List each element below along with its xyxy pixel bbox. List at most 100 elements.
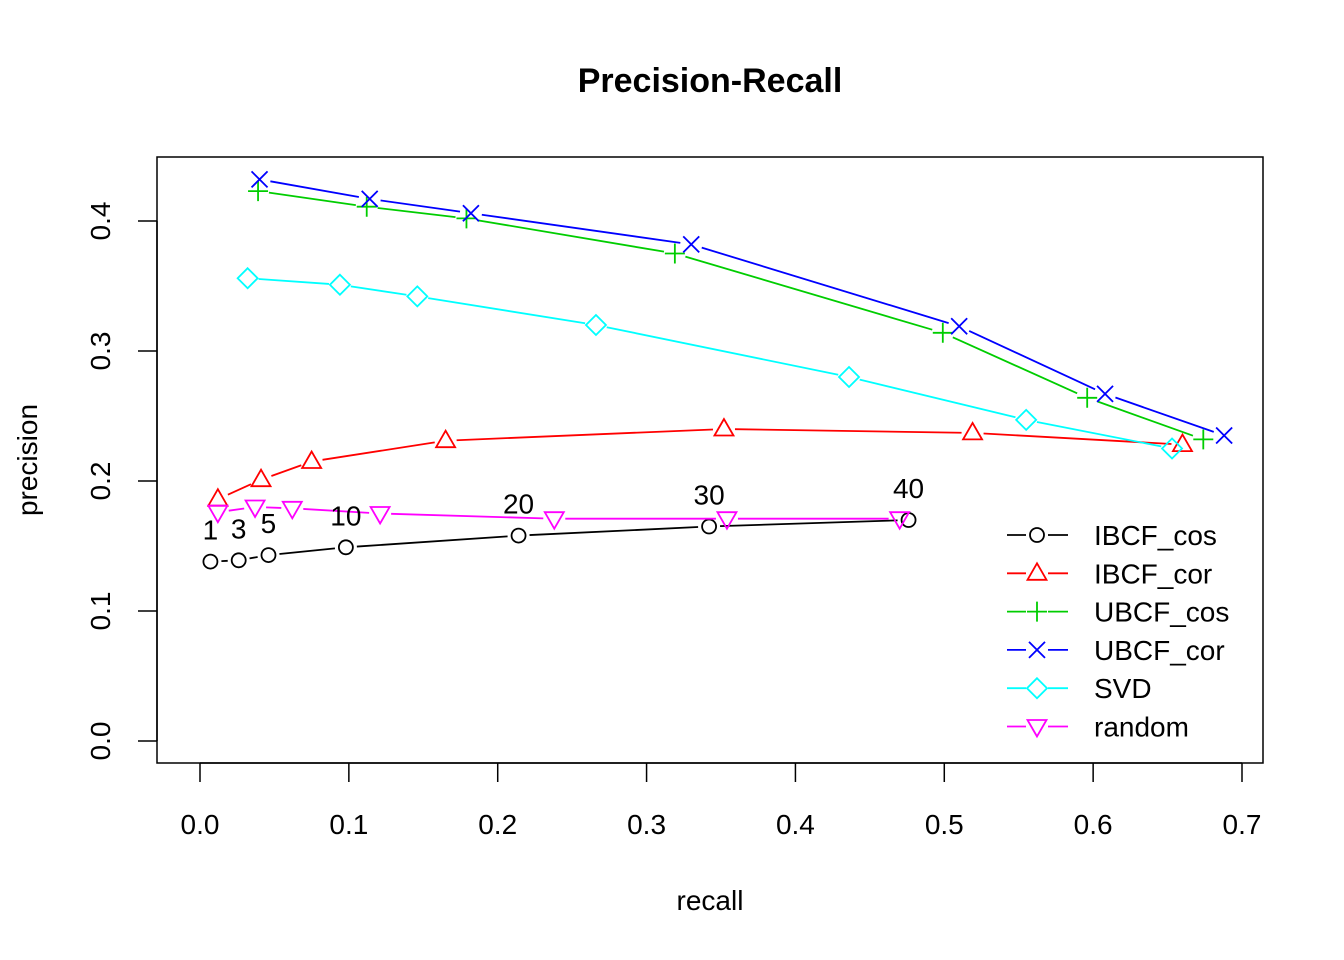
legend-item-UBCF_cos: UBCF_cos [1007, 597, 1229, 628]
data-point [230, 552, 247, 569]
legend-marker [1025, 561, 1049, 581]
data-point [1215, 426, 1233, 445]
series-UBCF_cor-segment [380, 199, 461, 213]
series-SVD-segment [350, 285, 407, 296]
series-IBCF_cor-segment [734, 428, 962, 434]
legend-label: random [1094, 712, 1189, 743]
data-point [1077, 387, 1098, 408]
series-UBCF_cor-segment [701, 246, 949, 324]
series-IBCF_cor-segment [227, 483, 252, 496]
x-axis: 0.0 0.1 0.2 0.3 0.4 0.5 0.6 0.7 [181, 762, 1262, 840]
series-random-segment [228, 507, 245, 512]
data-point [206, 487, 229, 507]
y-axis: 0.0 0.1 0.2 0.3 0.4 [85, 202, 158, 761]
series-UBCF_cor-segment [1115, 396, 1215, 433]
data-point [888, 511, 911, 531]
y-tick-label: 0.1 [85, 592, 116, 631]
legend-marker [1029, 527, 1045, 543]
legend: IBCF_cos IBCF_cor UBCF_cos UBCF_cor SVD rando… [1007, 520, 1229, 743]
data-point [1171, 432, 1194, 453]
data-point [337, 539, 354, 556]
series-UBCF_cos-segment [477, 219, 665, 253]
legend-item-UBCF_cor: UBCF_cor [1007, 635, 1225, 666]
series-UBCF_cos-segment [685, 255, 933, 331]
legend-item-SVD: SVD [1007, 673, 1152, 704]
series-SVD-segment [258, 278, 330, 285]
series-UBCF_cos-segment [268, 191, 356, 207]
x-tick-label: 0.1 [329, 809, 368, 840]
series-IBCF_cos-segment [529, 526, 699, 536]
data-point [300, 449, 323, 469]
legend-label: IBCF_cor [1094, 558, 1212, 589]
data-point [244, 499, 267, 519]
series-IBCF_cor-segment [456, 428, 714, 442]
point-label: 30 [694, 480, 725, 511]
data-point [932, 322, 953, 343]
x-axis-label: recall [677, 885, 744, 916]
y-tick-label: 0.2 [85, 462, 116, 501]
data-point [236, 266, 259, 290]
y-tick-label: 0.4 [85, 202, 116, 241]
data-point [434, 428, 457, 449]
series-SVD-segment [859, 378, 1016, 419]
series-SVD [236, 266, 1184, 460]
x-tick-label: 0.5 [925, 809, 964, 840]
data-point [837, 365, 861, 389]
series-random-segment [266, 506, 282, 509]
series-IBCF_cos-segment [356, 535, 508, 548]
legend-label: SVD [1094, 673, 1152, 704]
data-point [206, 504, 229, 525]
y-tick-label: 0.3 [85, 332, 116, 371]
series-UBCF_cor [250, 170, 1233, 445]
legend-label: IBCF_cos [1094, 520, 1217, 551]
legend-item-IBCF_cor: IBCF_cor [1007, 558, 1212, 589]
series-IBCF_cos-segment [279, 547, 336, 555]
x-tick-label: 0.2 [478, 809, 517, 840]
data-point [584, 313, 608, 337]
series-IBCF_cos-segment [249, 556, 258, 560]
point-label: 3 [231, 513, 247, 544]
data-point [356, 196, 377, 217]
x-tick-label: 0.4 [776, 809, 815, 840]
y-axis-label: precision [12, 404, 43, 516]
data-point [248, 181, 269, 202]
x-tick-label: 0.0 [181, 809, 220, 840]
data-point [510, 527, 527, 544]
data-point [249, 467, 273, 488]
y-tick-label: 0.0 [85, 722, 116, 761]
legend-marker [1025, 719, 1049, 739]
legend-marker [1025, 676, 1049, 700]
data-point [1014, 408, 1038, 432]
x-tick-label: 0.3 [627, 809, 666, 840]
legend-label: UBCF_cor [1094, 635, 1225, 666]
legend-marker [1027, 601, 1047, 622]
data-point [361, 190, 379, 208]
data-point [369, 506, 392, 526]
series-UBCF_cos-segment [377, 207, 456, 219]
data-point [712, 417, 736, 437]
series-layer [202, 170, 1233, 570]
series-SVD-segment [1036, 421, 1162, 448]
legend-item-IBCF_cos: IBCF_cos [1007, 520, 1217, 551]
series-UBCF_cos-segment [952, 336, 1078, 395]
point-label: 1 [203, 515, 219, 546]
series-random-segment [303, 508, 370, 514]
series-IBCF_cos [202, 512, 917, 570]
series-SVD-segment [428, 297, 586, 325]
data-point [961, 421, 984, 441]
legend-label: UBCF_cos [1094, 597, 1229, 628]
data-point [715, 511, 739, 531]
legend-marker [1028, 641, 1046, 659]
data-point [328, 273, 352, 296]
series-IBCF_cos-segment [720, 519, 898, 528]
x-tick-label: 0.7 [1223, 809, 1262, 840]
series-UBCF_cos [248, 181, 1214, 450]
data-point [543, 511, 566, 531]
data-point [1096, 385, 1114, 403]
point-label: 20 [503, 489, 534, 520]
data-point [1193, 429, 1214, 450]
series-UBCF_cor-segment [968, 330, 1096, 391]
data-point [260, 547, 277, 563]
data-point [950, 317, 968, 335]
